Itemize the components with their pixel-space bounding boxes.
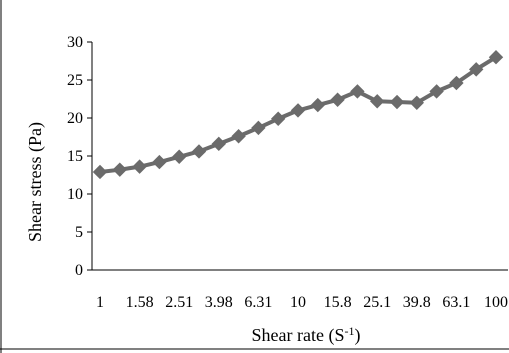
x-tick-label: 6.31: [244, 294, 272, 311]
series-layer: [92, 49, 504, 180]
data-point: [389, 94, 405, 110]
y-axis: 0 5 10 15 20 25 30: [67, 34, 93, 279]
x-tick-label: 63.1: [442, 294, 470, 311]
data-point: [310, 97, 326, 113]
data-point: [152, 154, 167, 170]
data-point: [468, 62, 484, 77]
data-point: [270, 111, 286, 126]
data-point: [191, 144, 207, 159]
x-tick-label: 39.8: [403, 294, 431, 311]
y-tick-label: 5: [75, 224, 83, 241]
y-tick-label: 30: [67, 34, 83, 51]
y-tick-label: 10: [67, 186, 83, 203]
x-axis-title-close: ): [354, 325, 360, 346]
data-point: [449, 75, 464, 91]
y-tick-label: 25: [67, 72, 83, 89]
y-axis-title: Shear stress (Pa): [25, 122, 46, 242]
data-point: [132, 159, 147, 174]
x-tick-label: 100: [484, 294, 508, 311]
data-point: [112, 162, 128, 177]
data-point: [350, 84, 365, 99]
x-tick-label: 10: [290, 294, 306, 311]
data-point: [290, 103, 306, 118]
data-point: [171, 149, 187, 164]
x-tick-label: 15.8: [324, 294, 352, 311]
x-tick-label: 2.51: [165, 294, 193, 311]
data-point: [92, 164, 108, 180]
data-point: [369, 94, 385, 109]
x-tick-label: 1.58: [126, 294, 154, 311]
x-axis: 1 1.58 2.51 3.98 6.31 10 15.8 25.1 39.8 63.1 100: [92, 269, 508, 311]
x-tick-label: 1: [96, 294, 104, 311]
y-tick-label: 0: [75, 262, 83, 279]
x-tick-label: 3.98: [205, 294, 233, 311]
data-point: [211, 136, 227, 152]
data-point: [251, 120, 266, 136]
data-point: [409, 95, 425, 111]
data-point: [330, 92, 345, 107]
x-axis-title-main: Shear rate (S: [252, 325, 345, 346]
x-axis-title: Shear rate (S-1): [252, 324, 361, 346]
x-tick-label: 25.1: [363, 294, 391, 311]
data-point: [429, 84, 444, 99]
y-tick-label: 15: [67, 148, 83, 165]
data-point: [488, 49, 504, 65]
y-tick-label: 20: [67, 110, 83, 127]
data-point: [231, 129, 246, 144]
x-axis-title-exponent: -1: [344, 324, 354, 338]
